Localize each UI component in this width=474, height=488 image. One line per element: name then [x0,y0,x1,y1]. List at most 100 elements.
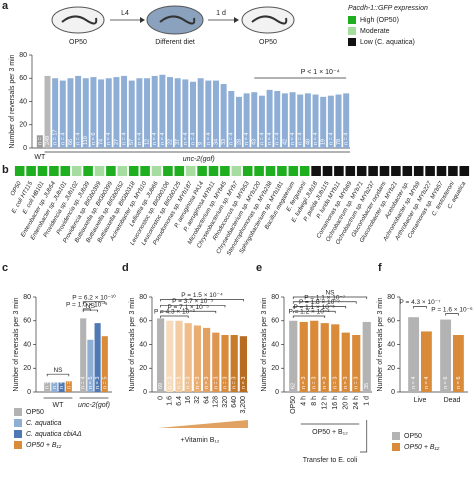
x-tick-label: Dead [444,397,461,404]
annotation: P = 4.3 × 10⁻³ [154,309,196,316]
bar [258,95,265,148]
bracket [413,306,427,309]
bar [289,92,296,148]
bar [274,91,281,148]
n-label: 9 [198,142,204,145]
legend-swatch [14,408,22,416]
bar [90,77,97,148]
n-label: n = 17 [53,130,59,145]
expression-square [413,166,424,176]
y-tick-label: 0 [143,389,147,396]
gradient-wedge [158,420,248,428]
n-label: n = 4 [190,133,196,145]
n-label: 19 [321,139,327,145]
annotation: P = 4.3 × 10⁻⁷ [399,299,441,306]
bracket [160,304,226,308]
x-tick-label: 12 h [322,396,329,410]
bar [297,94,304,148]
n-label: n = 4 [137,133,143,145]
dish [241,6,295,34]
legend-label: Low (C. aquatica) [360,39,415,46]
expression-square [37,166,48,176]
bar [44,382,51,392]
bar [440,319,452,392]
worm [251,15,288,25]
y-tick-label: 20 [23,365,31,372]
y-tick-label: 40 [23,341,31,348]
expression-square [14,166,25,176]
bar [243,93,250,148]
annotation: P < 1 × 10⁻⁴ [301,69,340,76]
bar [304,93,311,148]
legend-swatch [348,38,356,46]
x-tick-label: OP50 [290,396,297,414]
bar [52,78,59,148]
bar [408,317,420,392]
n-label: n = 4 [60,133,66,145]
legend-swatch [348,16,356,24]
bar [128,80,135,148]
y-tick-label: 80 [19,52,27,59]
y-tick-label: 0 [27,389,31,396]
bar [113,77,120,148]
expression-square [208,166,219,176]
legend-label: OP50 + B₁₂ [404,444,440,451]
bracket [292,301,357,304]
bracket [292,315,326,318]
x-tick-label: 320 [222,396,229,408]
expression-square [254,166,264,176]
bar [193,325,201,392]
expression-square [197,166,207,176]
n-label: n = 3 [95,377,101,389]
bracket [445,313,459,316]
n-label: 42 [282,139,288,145]
expression-square [83,166,93,176]
expression-square [49,166,59,176]
schematic-label: 1 d [216,10,226,17]
expression-square [140,166,150,176]
n-label: n = 4 [183,133,189,145]
n-label: n = 3 [333,377,339,389]
expression-square [334,166,344,176]
n-label: 78 [336,139,342,145]
bracket [292,296,368,299]
y-tick-label: 0 [23,145,27,152]
bar [182,79,189,148]
y-tick-label: 40 [139,341,147,348]
n-label: n = 4 [160,133,166,145]
y-tick-label: 40 [387,341,395,348]
y-tick-label: 20 [19,122,27,129]
n-label: 74 [99,139,105,145]
bracket [82,301,106,304]
y-axis-label: Number of reversals per 3 min [377,297,384,391]
x-tick-label: 24 h [353,396,360,410]
annotation: P = 1.0 × 10⁻⁹ [66,302,108,309]
expression-square [448,166,458,176]
n-label: n = 3 [204,377,210,389]
n-label: 22 [167,139,173,145]
legend-label: OP50 + B₁₂ [26,442,62,449]
bar [203,327,211,392]
y-tick-label: 80 [387,294,395,301]
n-label: 57 [129,139,135,145]
n-label: n = 6 [91,133,97,145]
bar [101,336,108,392]
bar [190,81,196,148]
schematic-label: OP50 [69,39,87,46]
annotation: NS [325,290,335,297]
n-label: n = 4 [76,133,82,145]
n-label: 33 [221,139,227,145]
x-tick-label: 8 h [311,396,318,406]
y-axis-label: Number of reversals per 3 min [261,297,268,391]
n-label: 43 [252,139,258,145]
expression-square [94,166,105,176]
n-label: n = 4 [411,377,417,389]
annotation: P = 1.1 × 10⁻⁷ [304,294,346,301]
n-label: n = 3 [195,377,201,389]
expression-square [163,166,173,176]
panel-label: f [378,262,382,274]
y-tick-label: 60 [23,318,31,325]
y-tick-label: 60 [19,75,27,82]
annotation: P = 1.5 × 10⁻⁴ [181,292,223,299]
